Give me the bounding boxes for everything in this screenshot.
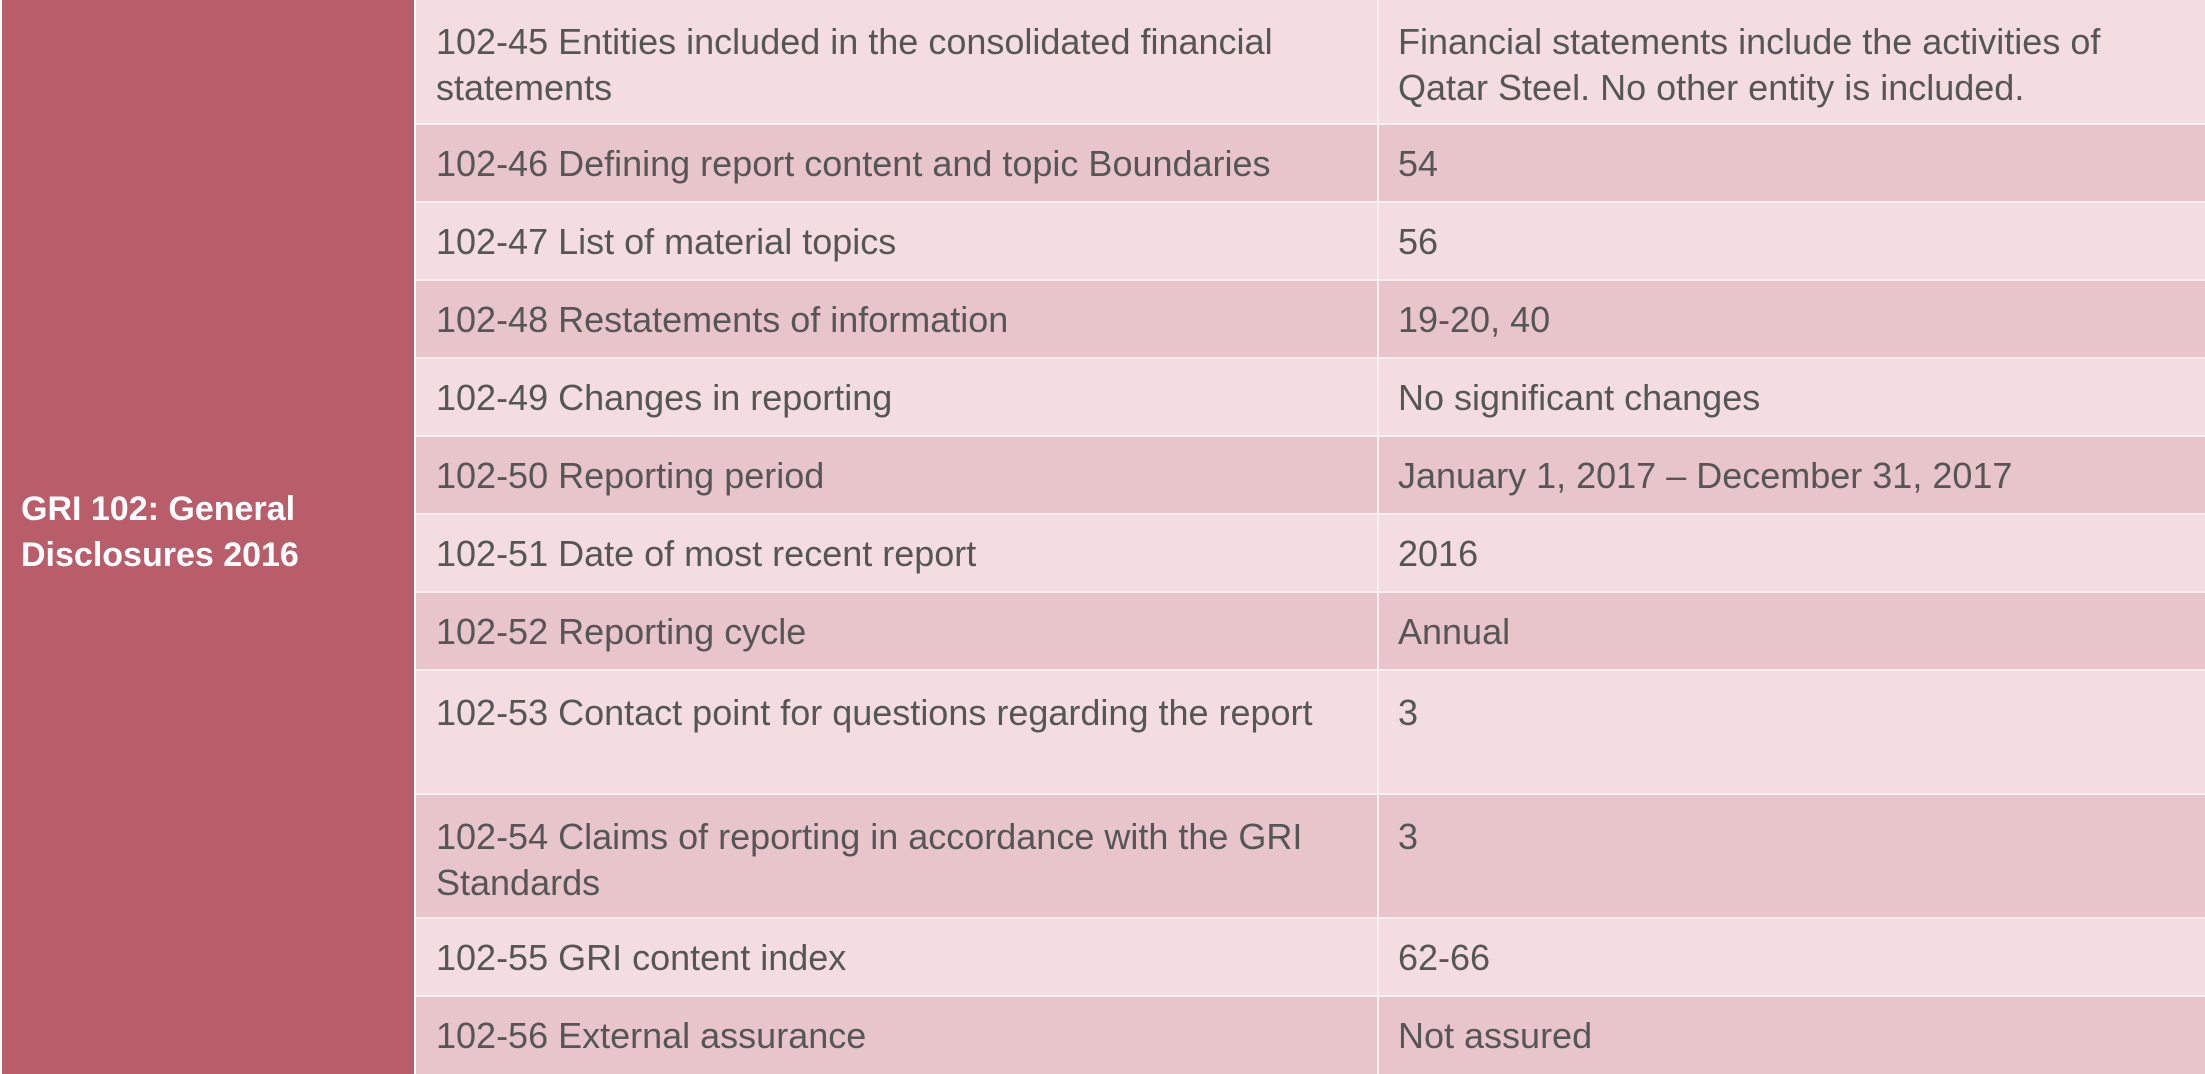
value-cell: 3 [1398,816,1419,857]
table-row: 102-55 GRI content index 62-66 [416,919,2205,997]
disclosure-cell: 102-56 External assurance [416,997,1379,1074]
disclosure-cell: 102-53 Contact point for questions regar… [416,671,1379,793]
section-label: GRI 102: General Disclosures 2016 [21,490,299,574]
value-cell: 62-66 [1398,937,1491,978]
table-row: 102-52 Reporting cycle Annual [416,593,2205,671]
table-row: 102-54 Claims of reporting in accordance… [416,795,2205,919]
value-cell: Not assured [1398,1015,1593,1056]
table-row: 102-45 Entities included in the consolid… [416,0,2205,125]
disclosure-cell: 102-50 Reporting period [416,437,1379,513]
value-cell: 54 [1398,143,1439,184]
value-cell: No significant changes [1398,377,1761,418]
table-row: 102-48 Restatements of information 19-20… [416,281,2205,359]
table-row: 102-50 Reporting period January 1, 2017 … [416,437,2205,515]
value-cell: Annual [1398,611,1511,652]
disclosure-rows: 102-45 Entities included in the consolid… [416,0,2205,1074]
disclosure-cell: 102-48 Restatements of information [416,281,1379,357]
table-row: 102-49 Changes in reporting No significa… [416,359,2205,437]
table-row: 102-53 Contact point for questions regar… [416,671,2205,795]
value-cell: 3 [1398,692,1419,733]
disclosure-cell: 102-47 List of material topics [416,203,1379,279]
table-row: 102-46 Defining report content and topic… [416,125,2205,203]
value-cell: 19-20, 40 [1398,299,1551,340]
disclosure-cell: 102-55 GRI content index [416,919,1379,995]
table-row: 102-47 List of material topics 56 [416,203,2205,281]
disclosure-cell: 102-46 Defining report content and topic… [416,125,1379,201]
disclosure-cell: 102-51 Date of most recent report [416,515,1379,591]
disclosure-cell: 102-54 Claims of reporting in accordance… [416,795,1379,917]
table-row: 102-51 Date of most recent report 2016 [416,515,2205,593]
value-cell: 2016 [1398,533,1479,574]
value-cell: January 1, 2017 – December 31, 2017 [1398,455,2013,496]
disclosure-cell: 102-49 Changes in reporting [416,359,1379,435]
section-label-cell: GRI 102: General Disclosures 2016 [2,0,414,1074]
disclosure-cell: 102-45 Entities included in the consolid… [416,0,1379,123]
value-cell: Financial statements include the activit… [1398,21,2101,108]
disclosure-cell: 102-52 Reporting cycle [416,593,1379,669]
table-row: 102-56 External assurance Not assured [416,997,2205,1074]
value-cell: 56 [1398,221,1439,262]
